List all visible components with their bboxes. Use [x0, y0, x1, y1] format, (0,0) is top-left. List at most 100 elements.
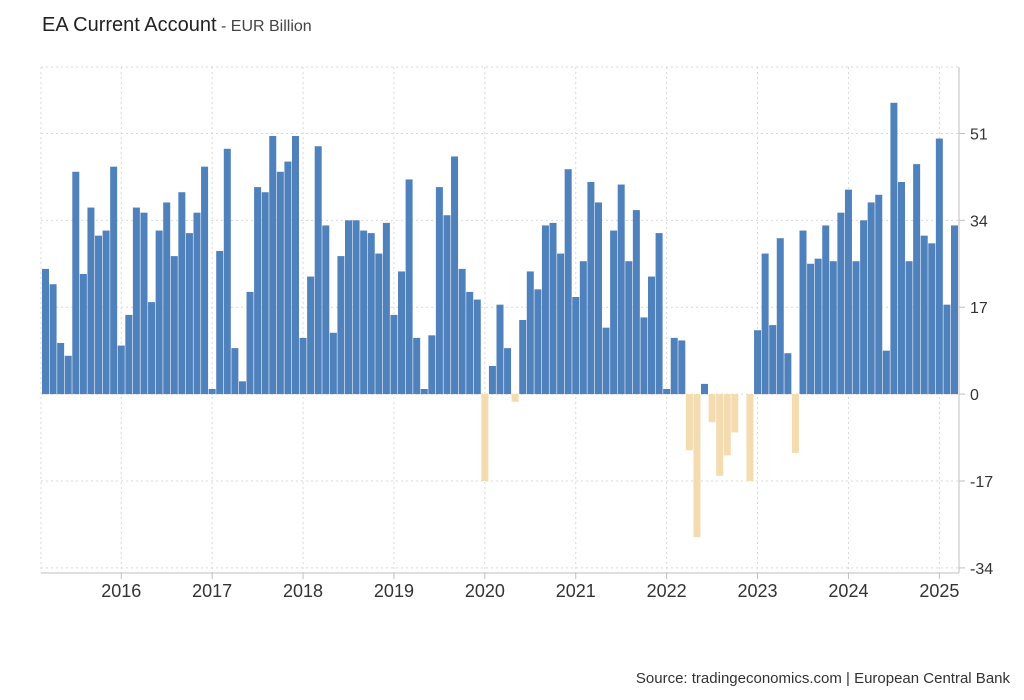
- bar-positive: [117, 345, 125, 395]
- chart-title: EA Current Account: [42, 14, 217, 36]
- bar-positive: [837, 212, 845, 395]
- bar-positive: [79, 274, 87, 395]
- bar-positive: [284, 161, 292, 395]
- bar-positive: [367, 233, 375, 395]
- bar-positive: [807, 263, 815, 395]
- bar-positive: [382, 222, 390, 395]
- bar-positive: [223, 148, 231, 395]
- bar-positive: [557, 253, 565, 395]
- bar-positive: [625, 261, 633, 395]
- bar-positive: [178, 192, 186, 395]
- chart-subtitle: - EUR Billion: [221, 18, 312, 35]
- bar-positive: [201, 166, 209, 395]
- bar-positive: [905, 261, 913, 395]
- y-tick-label: -17: [970, 474, 993, 491]
- bar-positive: [526, 271, 534, 395]
- bar-negative: [723, 394, 731, 456]
- bar-positive: [587, 182, 595, 395]
- x-tick-label: 2018: [283, 581, 323, 601]
- bar-positive: [594, 202, 602, 395]
- bar-positive: [322, 225, 330, 395]
- bar-positive: [822, 225, 830, 395]
- bar-positive: [754, 330, 762, 395]
- bar-positive: [860, 220, 868, 395]
- bar-positive: [648, 276, 655, 395]
- bar-positive: [57, 343, 65, 395]
- x-tick-label: 2025: [919, 581, 959, 601]
- bar-positive: [602, 327, 610, 395]
- y-tick-label: 34: [970, 213, 988, 230]
- bar-positive: [390, 314, 398, 395]
- bar-positive: [64, 355, 72, 395]
- bar-positive: [913, 164, 921, 395]
- bar-positive: [776, 238, 784, 395]
- x-tick-label: 2019: [374, 581, 414, 601]
- x-tick-label: 2017: [192, 581, 232, 601]
- source-attribution: Source: tradingeconomics.com | European …: [635, 670, 1010, 687]
- x-tick-label: 2024: [828, 581, 868, 601]
- bar-positive: [875, 194, 883, 395]
- bar-positive: [534, 289, 542, 395]
- bar-positive: [799, 230, 807, 395]
- bar-positive: [254, 187, 262, 395]
- bar-negative: [511, 394, 519, 402]
- bar-positive: [663, 389, 671, 395]
- bar-positive: [935, 138, 943, 395]
- bar-positive: [473, 299, 481, 395]
- bar-positive: [541, 225, 549, 395]
- bar-positive: [291, 136, 299, 395]
- bar-positive: [125, 314, 133, 395]
- bar-positive: [307, 276, 315, 395]
- bar-positive: [852, 261, 860, 395]
- bar-positive: [564, 169, 572, 395]
- y-tick-label: 17: [970, 300, 988, 317]
- bar-positive: [246, 291, 254, 395]
- y-tick-label: 0: [970, 387, 979, 404]
- bar-positive: [329, 332, 337, 395]
- x-tick-label: 2023: [738, 581, 778, 601]
- bar-positive: [216, 251, 224, 395]
- bar-positive: [466, 291, 474, 395]
- bar-positive: [87, 207, 95, 395]
- bar-negative: [791, 394, 799, 453]
- bar-positive: [132, 207, 140, 395]
- bar-positive: [140, 212, 148, 395]
- bar-positive: [314, 146, 322, 395]
- bar-negative: [708, 394, 716, 423]
- bar-positive: [504, 348, 512, 395]
- bar-positive: [413, 337, 421, 395]
- bar-positive: [170, 256, 178, 395]
- bar-positive: [95, 235, 103, 395]
- bar-positive: [49, 284, 57, 395]
- bar-positive: [269, 136, 277, 395]
- bar-positive: [655, 233, 663, 395]
- bar-negative: [716, 394, 724, 476]
- bar-positive: [488, 366, 496, 395]
- bar-positive: [42, 268, 49, 395]
- bar-positive: [163, 202, 171, 395]
- bar-positive: [701, 383, 709, 395]
- bar-positive: [360, 230, 368, 395]
- bar-positive: [208, 389, 216, 395]
- bar-positive: [398, 271, 406, 395]
- x-tick-label: 2016: [101, 581, 141, 601]
- bar-positive: [420, 389, 428, 395]
- bar-positive: [458, 268, 466, 395]
- bar-positive: [579, 261, 587, 395]
- bar-positive: [405, 179, 413, 395]
- bar-positive: [678, 340, 686, 395]
- bar-positive: [155, 230, 163, 395]
- bar-positive: [148, 302, 156, 395]
- bar-positive: [193, 212, 201, 395]
- bar-positive: [102, 230, 110, 395]
- bar-positive: [951, 225, 958, 395]
- x-tick-label: 2021: [556, 581, 596, 601]
- bar-positive: [761, 253, 769, 395]
- bar-positive: [617, 184, 625, 395]
- bar-positive: [231, 348, 239, 395]
- bar-negative: [746, 394, 754, 481]
- bar-positive: [72, 171, 80, 395]
- bar-negative: [693, 394, 701, 538]
- bar-positive: [928, 243, 936, 395]
- bar-positive: [443, 215, 451, 395]
